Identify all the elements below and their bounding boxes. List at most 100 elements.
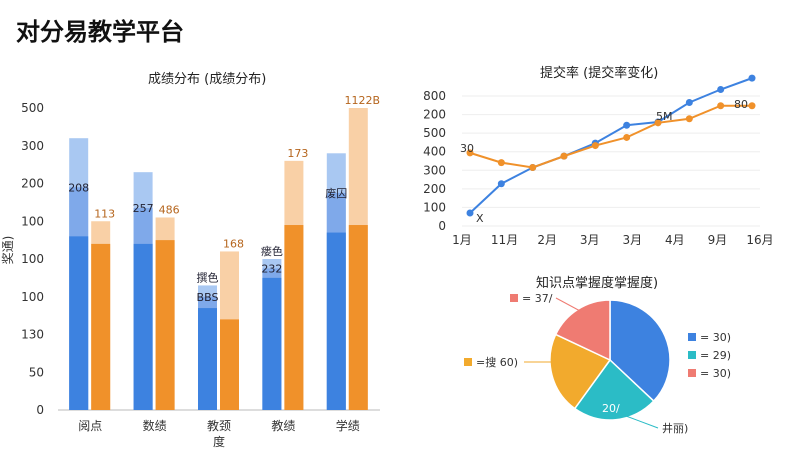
bar-chart-title: 成绩分布 (成绩分布): [148, 72, 267, 87]
y-tick-label: 100: [21, 252, 44, 266]
y-tick-label: 100: [21, 214, 44, 228]
x-tick-label: 11月: [491, 233, 518, 247]
bar-data-label: 168: [223, 237, 244, 250]
bar: [220, 319, 239, 410]
data-point: [717, 102, 725, 110]
x-tick-label: 教绩: [271, 418, 295, 433]
bar-data-label: 208: [68, 181, 89, 194]
y-tick-label: 300: [21, 139, 44, 153]
legend-swatch: [688, 333, 696, 341]
bar: [262, 277, 282, 410]
bar-data-label: 废囚: [325, 186, 347, 200]
y-tick-label: 200: [423, 108, 446, 122]
data-point: [466, 149, 474, 157]
bar-extra-label: 撰色: [197, 270, 219, 284]
legend-label: = 30): [700, 367, 731, 380]
bar: [155, 240, 175, 410]
y-tick-label: 0: [36, 403, 44, 417]
pie-callout: =搜 60): [476, 355, 518, 369]
y-tick-label: 200: [423, 182, 446, 196]
bar: [348, 225, 368, 410]
line-chart: 800 200 500 400 300 200 100 0 1月 11月 2月 3月 3月 4月 9月 16月…: [423, 74, 774, 247]
pie-slice: [573, 358, 655, 421]
bar-extra-label: 瘘色: [261, 244, 283, 258]
bar-data-label: 1122B: [345, 94, 381, 107]
x-tick-label: 数绩: [143, 418, 167, 433]
data-point: [748, 74, 756, 82]
callout-swatch: [464, 358, 472, 366]
x-tick-label: 3月: [622, 233, 642, 247]
data-point: [591, 142, 599, 150]
y-tick-label: 200: [21, 177, 44, 191]
data-point: [497, 180, 505, 188]
data-point: [748, 102, 756, 110]
y-tick-label: 500: [423, 126, 446, 140]
pie-slice: [609, 299, 671, 403]
line-annotation: 80: [734, 98, 748, 111]
y-tick-label: 130: [21, 328, 44, 342]
bar: [198, 308, 217, 410]
legend-swatch: [688, 369, 696, 377]
y-tick-label: 0: [438, 219, 446, 233]
x-tick-label: 3月: [580, 233, 600, 247]
data-point: [529, 164, 537, 171]
y-tick-label: 500: [21, 101, 44, 115]
legend-swatch: [688, 351, 696, 359]
bar-data-label: 113: [94, 207, 115, 220]
callout-leader: [625, 415, 659, 429]
x-tick-label: 1月: [452, 233, 472, 247]
data-point: [560, 152, 568, 160]
x-tick-label: 学绩: [336, 418, 360, 433]
x-tick-label: 2月: [537, 233, 557, 247]
data-point: [685, 99, 693, 106]
y-tick-label: 50: [29, 365, 44, 379]
bar: [91, 243, 111, 410]
y-tick-label: 800: [423, 89, 446, 103]
pie-callout: 20/: [602, 402, 620, 415]
data-point: [654, 119, 662, 127]
series-line: [469, 77, 753, 214]
line-annotation: 5M: [656, 110, 673, 123]
y-tick-label: 100: [21, 290, 44, 304]
data-point: [623, 133, 631, 141]
data-point: [623, 121, 631, 129]
data-point: [466, 209, 474, 217]
y-axis-label: 奖通): [1, 236, 15, 265]
line-annotation: 30: [460, 142, 474, 155]
series-line: [469, 104, 752, 169]
pie-callout: 井丽): [662, 421, 688, 435]
bar: [69, 236, 89, 410]
bar: [133, 243, 153, 410]
x-tick-label: 教颈: [207, 418, 231, 433]
data-point: [497, 159, 505, 167]
pie-callout: = 37/: [522, 292, 553, 305]
x-tick-label: 阅点: [78, 419, 102, 433]
bar-data-label: 232: [261, 262, 282, 275]
pie-chart: = 37/ =搜 60) 20/井丽) = 30) = 29) = 30): [464, 292, 731, 435]
bar-data-label: 486: [159, 203, 180, 216]
y-tick-label: 400: [423, 145, 446, 159]
callout-swatch: [510, 294, 518, 302]
bar-data-label: 173: [287, 147, 308, 160]
bar-data-label: BBS: [197, 291, 219, 304]
legend-label: = 29): [700, 349, 731, 362]
x-tick-label: 9月: [708, 233, 728, 247]
data-point: [717, 86, 725, 93]
line-annotation: X: [476, 212, 484, 225]
legend-label: = 30): [700, 331, 731, 344]
bar-data-label: 257: [133, 202, 154, 215]
y-tick-label: 100: [423, 200, 446, 214]
callout-leader: [555, 297, 583, 313]
data-point: [685, 115, 693, 123]
x-tick-label: 16月: [746, 233, 773, 247]
x-tick-label: 4月: [665, 233, 685, 247]
bar: [326, 232, 346, 410]
x-tick-label-cont: 度: [213, 434, 225, 449]
line-chart-title: 提交率 (提交率变化): [540, 66, 659, 81]
y-tick-label: 300: [423, 163, 446, 177]
pie-chart-title: 知识点掌握度掌握度): [536, 276, 659, 291]
app-title: 对分易教学平台: [16, 18, 184, 46]
bar: [284, 225, 304, 410]
